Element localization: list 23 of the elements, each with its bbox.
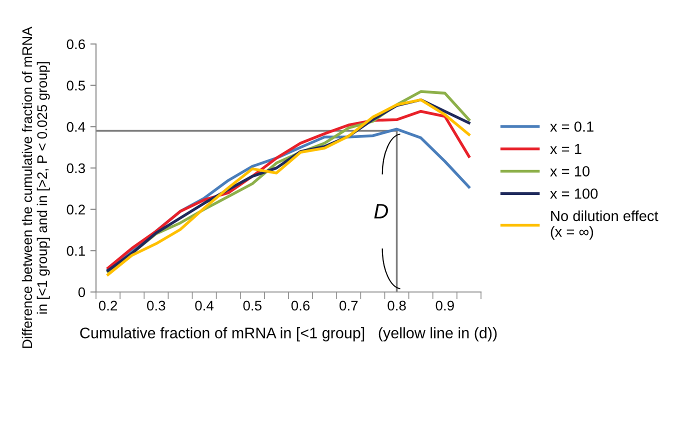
y-tick-label: 0.1 xyxy=(66,246,85,256)
x-tick-label: 0.6 xyxy=(291,300,310,311)
annotation: D xyxy=(374,204,388,218)
x-tick-label: 0.4 xyxy=(195,300,214,311)
x-tick-label: 0.8 xyxy=(388,300,406,311)
legend-label: x = 0.1 xyxy=(550,121,594,132)
legend-label: x = 10 xyxy=(550,166,590,176)
legend-label: x = 1 xyxy=(550,144,582,154)
x-tick-label: 0.2 xyxy=(98,300,117,311)
y-tick-label: 0.6 xyxy=(66,39,85,50)
x-axis-title: Cumulative fraction of mRNA in [<1 group] (yellow line in (d)) xyxy=(80,327,497,342)
x-tick-label: 0.9 xyxy=(436,300,454,311)
y-tick-label: 0.5 xyxy=(66,80,86,91)
y-axis-title: Difference between the cumulative fraction of mRNA in [<1 group] and in [>2, P < 0.025 group] xyxy=(22,26,50,348)
legend-label: No dilution effect (x = ∞) xyxy=(550,210,658,240)
y-tick-label: 0.3 xyxy=(66,163,85,174)
x-tick-label: 0.5 xyxy=(243,300,262,311)
legend-label: x = 100 xyxy=(550,188,598,199)
y-tick-label: 0.2 xyxy=(66,204,85,215)
x-tick-label: 0.7 xyxy=(340,300,358,311)
x-tick-label: 0.3 xyxy=(147,300,166,311)
y-tick-label: 0.4 xyxy=(66,122,86,132)
y-tick-label: 0 xyxy=(78,287,86,298)
